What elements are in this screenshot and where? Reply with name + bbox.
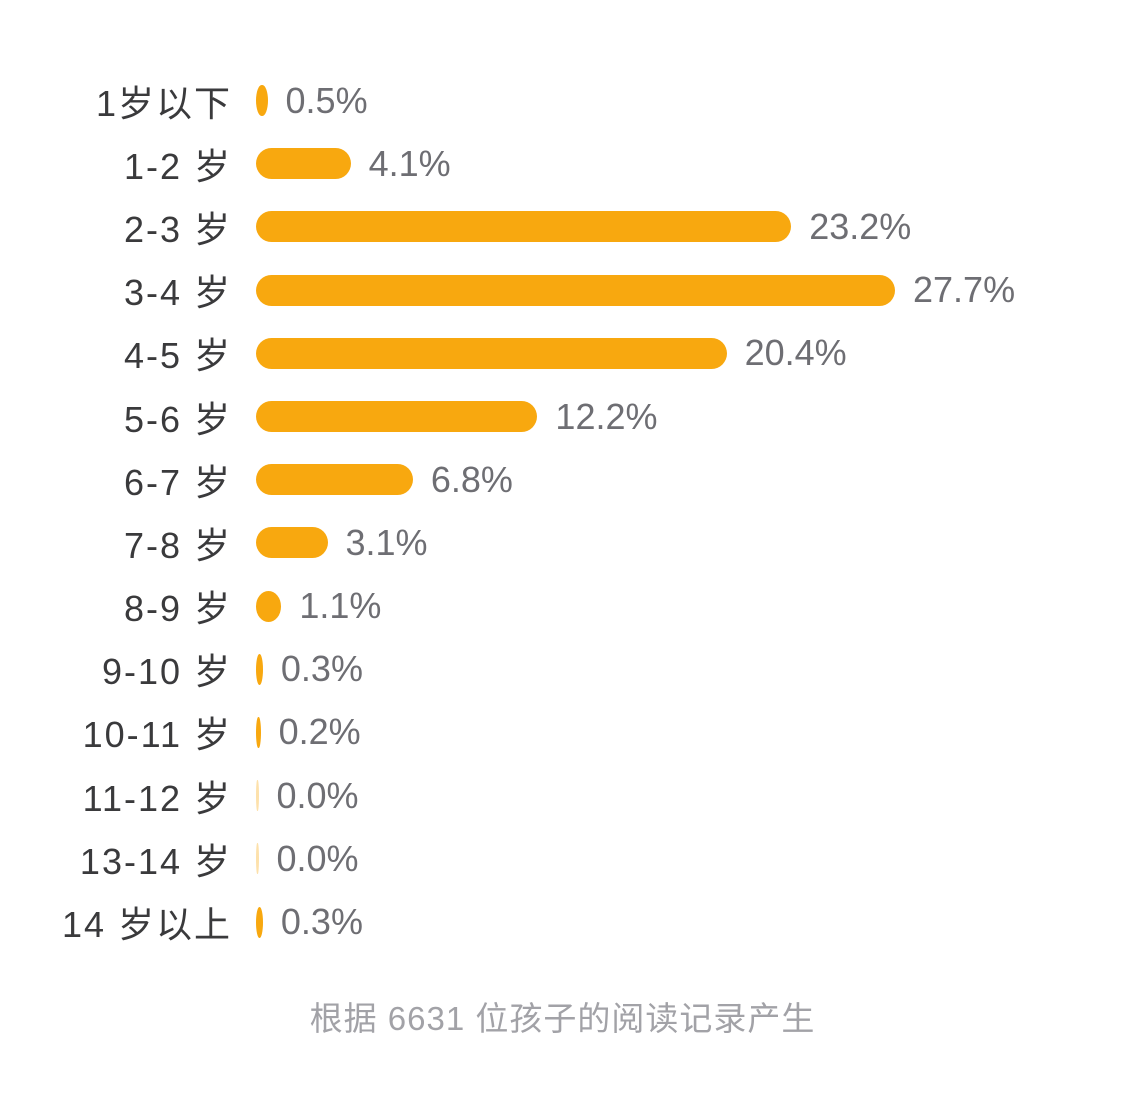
value-label: 0.3% [280,648,363,690]
bar [256,843,259,875]
chart-row: 4-5 岁 20.4% [0,322,1125,385]
bar-chart: 1岁以下 0.5% 1-2 岁 4.1% 2-3 岁 23.2% 3-4 岁 2… [0,69,1125,953]
value-label: 0.2% [278,711,361,753]
bar [256,780,259,812]
chart-row: 10-11 岁 0.2% [0,701,1125,764]
value-label: 27.7% [913,269,1016,311]
chart-row: 13-14 岁 0.0% [0,827,1125,890]
category-label: 7-8 岁 [123,524,232,566]
value-label: 4.1% [368,142,451,184]
category-label: 3-4 岁 [123,272,232,314]
bar [256,716,261,748]
category-label: 14 岁以上 [61,904,232,946]
bar [256,337,727,369]
bar [256,906,263,938]
value-label: 12.2% [555,395,658,437]
value-label: 1.1% [299,585,382,627]
category-label: 5-6 岁 [123,398,232,440]
chart-row: 5-6 岁 12.2% [0,385,1125,448]
category-label: 1岁以下 [95,82,232,124]
value-label: 6.8% [430,458,513,500]
bar [256,148,351,180]
chart-row: 1-2 岁 4.1% [0,132,1125,195]
chart-row: 2-3 岁 23.2% [0,195,1125,258]
category-label: 4-5 岁 [123,335,232,377]
value-label: 0.0% [276,837,359,879]
value-label: 0.3% [280,901,363,943]
value-label: 3.1% [345,521,428,563]
bar [256,85,268,117]
chart-row: 1岁以下 0.5% [0,69,1125,132]
bar [256,464,413,496]
bar [256,401,538,433]
category-label: 6-7 岁 [123,461,232,503]
chart-row: 8-9 岁 1.1% [0,575,1125,638]
category-label: 2-3 岁 [123,208,232,250]
category-label: 13-14 岁 [79,840,232,882]
category-label: 9-10 岁 [101,651,232,693]
bar [256,653,263,685]
value-label: 0.5% [285,79,368,121]
chart-row: 14 岁以上 0.3% [0,890,1125,953]
value-label: 20.4% [744,332,847,374]
category-label: 1-2 岁 [123,145,232,187]
chart-row: 7-8 岁 3.1% [0,511,1125,574]
chart-caption: 根据 6631 位孩子的阅读记录产生 [309,999,816,1037]
value-label: 0.0% [276,774,359,816]
bar [256,527,328,559]
chart-row: 6-7 岁 6.8% [0,448,1125,511]
category-label: 10-11 岁 [82,714,232,756]
bar [256,274,895,306]
value-label: 23.2% [809,205,912,247]
chart-row: 11-12 岁 0.0% [0,764,1125,827]
chart-row: 9-10 岁 0.3% [0,638,1125,701]
chart-row: 3-4 岁 27.7% [0,259,1125,322]
category-label: 8-9 岁 [123,588,232,630]
category-label: 11-12 岁 [82,777,232,819]
bar [256,590,282,622]
bar [256,211,792,243]
